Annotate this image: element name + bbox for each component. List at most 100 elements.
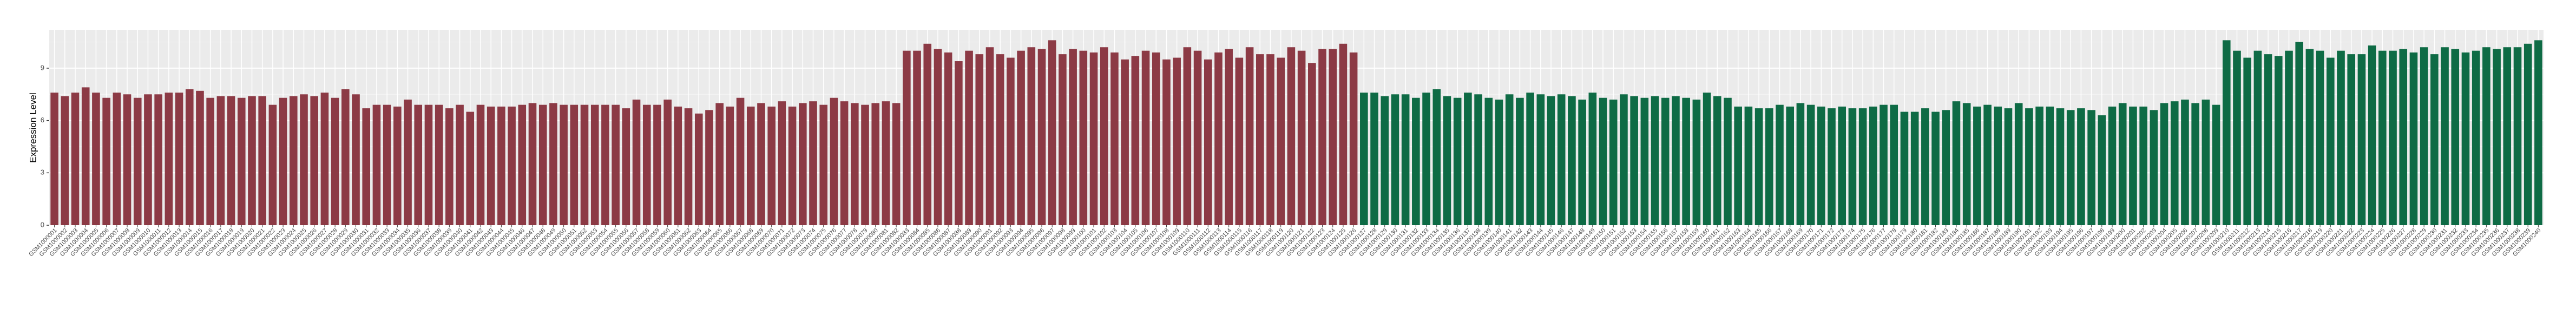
bar [2098,115,2106,225]
bar [1858,108,1867,225]
bar [2035,106,2043,225]
bar [726,106,734,225]
bar [612,104,620,225]
bar [1370,93,1378,225]
bar [1318,49,1326,226]
bar [2056,108,2065,225]
bar [1630,96,1638,225]
bar [1910,112,1919,225]
bar [435,104,443,225]
bar [1724,97,1732,225]
bar [2191,103,2199,225]
bar [632,99,641,225]
bar [1474,94,1482,225]
bar [944,52,952,225]
bar [1401,94,1410,225]
bar [2170,101,2179,225]
y-tick-label: 6 [41,116,44,124]
bar [476,104,485,225]
bar [290,96,298,225]
bar [2389,50,2397,225]
bar [560,104,568,225]
bar [736,97,745,225]
bar [996,54,1004,225]
bar [2409,52,2418,225]
bar [1526,93,1534,225]
bar [2327,57,2335,226]
bar [1588,93,1597,225]
bar [1609,99,1618,225]
bar [1484,97,1493,225]
bar [1443,96,1451,225]
bar [1578,99,1586,225]
bar [92,93,100,225]
bar [1942,110,1950,225]
bar [1900,112,1909,225]
bar [1110,52,1119,225]
bar [341,89,350,225]
bar [2077,108,2085,225]
bar [1089,52,1098,225]
bar [310,96,319,225]
bar [123,94,132,225]
bar [1277,57,1285,226]
bar [1848,108,1857,225]
bar [404,99,412,225]
bar [694,113,703,225]
bar [414,104,423,225]
bar [279,97,287,225]
bar [1796,103,1805,225]
bar [1183,47,1192,225]
bar [1536,94,1545,225]
bar [580,104,589,225]
bar [1828,108,1836,225]
bar [871,103,880,225]
bar [2025,108,2033,225]
bar [861,104,869,225]
bar [1193,50,1202,225]
bar [2285,50,2293,225]
bar [590,104,599,225]
bar [2118,103,2127,225]
bar [2139,106,2147,225]
bar [1672,96,1680,225]
bar [466,112,475,225]
bar [528,103,537,225]
bar [2420,47,2428,225]
bar [1007,57,1015,226]
bar [705,110,713,225]
bar [1692,99,1701,225]
bar [1869,106,1877,225]
bar [1266,54,1274,225]
bar [1734,106,1742,225]
bar [923,43,932,226]
bar [2524,43,2532,226]
bar [1973,106,1981,225]
bar [1329,49,1337,226]
bar [393,106,402,225]
bar [2534,40,2542,225]
bar [1682,97,1690,225]
bar [1921,108,1929,225]
bar [2264,54,2272,225]
bar [2274,56,2283,226]
bar [965,50,973,225]
bar [1204,59,1212,225]
bar [300,94,308,225]
bar [2399,49,2408,226]
bar [1432,89,1441,225]
bar [1339,43,1348,226]
bar [549,103,557,225]
bar [383,104,391,225]
bar [1422,93,1430,225]
bar [2181,99,2189,225]
bar [2004,108,2013,225]
bar [175,93,183,225]
bar [1651,96,1659,225]
bar [2243,57,2251,226]
bar [1297,50,1306,225]
bar [1495,99,1503,225]
bar [684,108,693,225]
bar [1557,94,1566,225]
y-tick-label: 0 [41,220,44,228]
